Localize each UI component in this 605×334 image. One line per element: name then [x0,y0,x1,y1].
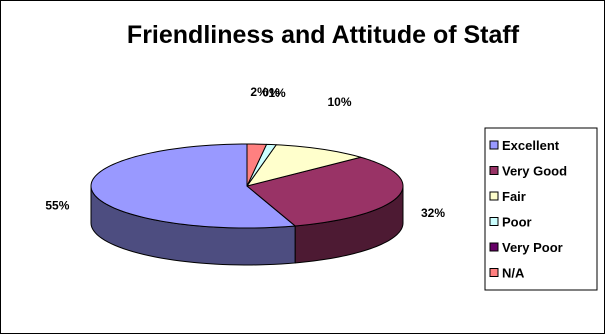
legend: Excellent Very Good Fair Poor Very Poor N/A [484,127,598,291]
legend-swatch-poor [489,217,499,226]
data-labels: 55% 32% 10% 1%0%2% [45,85,445,220]
pie-top-slices [90,143,404,229]
chart-title: Friendliness and Attitude of Staff [127,21,520,49]
data-label-excellent: 55% [45,198,69,212]
legend-label-fair: Fair [502,189,526,204]
legend-label-very-poor: Very Poor [502,240,563,255]
data-label-fair: 10% [327,95,351,109]
data-label-n-a: 2% [250,85,268,99]
slice-excellent [90,143,296,229]
slice-n-a [246,143,268,187]
data-label-poor: 1% [268,86,286,100]
legend-swatch-n-a [489,268,499,277]
slice-fair [246,144,362,187]
legend-label-very-good: Very Good [502,164,567,179]
legend-label-n-a: N/A [502,266,525,281]
data-label-very-good: 32% [421,206,445,220]
data-label-very-poor: 0% [262,86,280,100]
legend-swatch-excellent [489,140,499,150]
legend-swatch-very-good [489,166,499,175]
slice-very-good [246,156,404,227]
legend-swatch-fair [489,191,499,201]
legend-swatch-very-poor [489,242,499,252]
legend-label-poor: Poor [502,215,532,230]
legend-box [484,127,598,291]
legend-label-excellent: Excellent [502,138,560,153]
